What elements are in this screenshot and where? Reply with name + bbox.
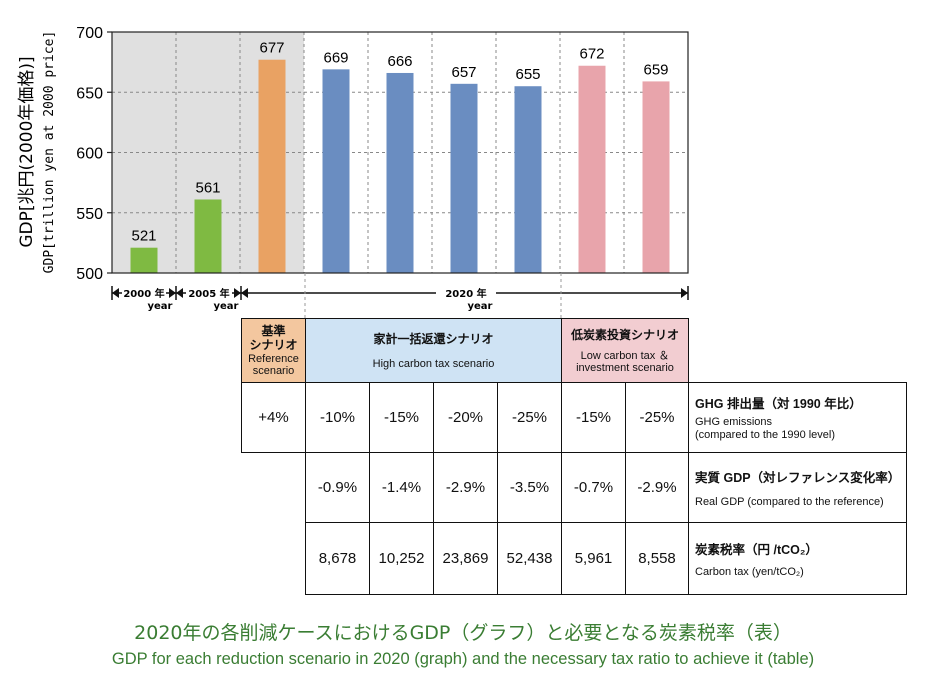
bar-value-label: 561 — [195, 179, 220, 196]
bar-low1 — [578, 65, 606, 274]
x-label-2000: 2000 年 — [123, 287, 164, 300]
gdp-cell: -2.9% — [433, 452, 498, 523]
row-label-tax: 炭素税率（円 /tCO₂） Carbon tax (yen/tCO₂) — [688, 522, 907, 595]
x-axis-period-2020: 2020 年 year — [240, 285, 689, 312]
x-label-2005-en: year — [214, 301, 239, 312]
header-high-jp: 家計一括返還シナリオ — [373, 331, 494, 346]
ghg-cell: -10% — [305, 382, 370, 453]
table-header-row: 基準 シナリオ Reference scenario 家計一括返還シナリオ Hi… — [241, 318, 907, 383]
header-low-jp: 低炭素投資シナリオ — [570, 327, 679, 342]
caption-en: GDP for each reduction scenario in 2020 … — [111, 650, 815, 668]
bar-2000 — [130, 247, 158, 273]
tax-cell: 23,869 — [433, 522, 498, 595]
header-high-carbon: 家計一括返還シナリオ High carbon tax scenario — [305, 318, 562, 383]
gdp-cell: -3.5% — [497, 452, 562, 523]
bar-high4 — [514, 86, 542, 273]
header-reference-en: Reference scenario — [248, 353, 299, 377]
row-label-tax-en: Carbon tax (yen/tCO₂) — [695, 565, 804, 578]
x-label-2000-en: year — [148, 301, 173, 312]
x-label-2005: 2005 年 — [188, 287, 229, 300]
header-blank — [689, 319, 907, 383]
table-row: 8,678 10,252 23,869 52,438 5,961 8,558 炭… — [242, 522, 907, 595]
ghg-cell: -25% — [625, 382, 689, 453]
chart-data-labels: 521 561 677 669 666 657 655 672 659 — [131, 40, 668, 245]
gdp-cell: -2.9% — [625, 452, 689, 523]
y-tick-label: 650 — [76, 85, 103, 102]
scenario-table-wrapper: 基準 シナリオ Reference scenario 家計一括返還シナリオ Hi… — [241, 318, 907, 595]
table-row: +4% -10% -15% -20% -25% -15% -25% GHG 排出… — [241, 382, 907, 453]
y-tick-label: 600 — [76, 146, 103, 163]
y-axis-title-en: GDP[trillion yen at 2000 price] — [42, 31, 57, 274]
row-label-tax-jp: 炭素税率（円 /tCO₂） — [695, 542, 818, 557]
bar-value-label: 657 — [451, 64, 476, 81]
row-label-ghg: GHG 排出量（対 1990 年比） GHG emissions (compar… — [688, 382, 907, 453]
x-label-2020-en: year — [468, 301, 493, 312]
caption-jp: 2020年の各削減ケースにおけるGDP（グラフ）と必要となる炭素税率（表） — [134, 622, 792, 644]
x-axis-period-2005: 2005 年 year — [175, 285, 241, 312]
bar-high3 — [450, 83, 478, 273]
row-label-gdp-jp: 実質 GDP（対レファレンス変化率） — [695, 470, 901, 485]
row-label-ghg-jp: GHG 排出量（対 1990 年比） — [695, 397, 862, 411]
tax-cell: 5,961 — [561, 522, 626, 595]
table-row: -0.9% -1.4% -2.9% -3.5% -0.7% -2.9% 実質 G… — [242, 452, 907, 523]
bar-value-label: 669 — [323, 49, 348, 66]
row-label-gdp: 実質 GDP（対レファレンス変化率） Real GDP (compared to… — [688, 452, 907, 523]
tax-cell: 8,558 — [625, 522, 689, 595]
y-tick-label: 550 — [76, 206, 103, 223]
header-reference: 基準 シナリオ Reference scenario — [241, 318, 306, 383]
gdp-blank-cell — [242, 453, 306, 523]
bar-2005 — [194, 199, 222, 273]
tax-cell: 8,678 — [305, 522, 370, 595]
gdp-cell: -1.4% — [369, 452, 434, 523]
gdp-cell: -0.9% — [305, 452, 370, 523]
header-low-en: Low carbon tax ＆ investment scenario — [576, 349, 674, 374]
x-label-2020: 2020 年 — [445, 287, 486, 300]
x-axis-period-2000: 2000 年 year — [111, 285, 176, 312]
tax-cell: 10,252 — [369, 522, 434, 595]
bar-value-label: 659 — [643, 61, 668, 78]
tax-blank-cell — [242, 523, 306, 595]
header-reference-jp: 基準 シナリオ — [249, 324, 298, 352]
gdp-bar-chart: 521 561 677 669 666 657 655 672 659 500 550 600 650… — [17, 25, 689, 318]
ghg-cell: +4% — [241, 382, 306, 453]
bar-reference — [258, 59, 286, 274]
gdp-cell: -0.7% — [561, 452, 626, 523]
y-tick-label: 700 — [76, 25, 103, 42]
header-high-en: High carbon tax scenario — [372, 357, 495, 370]
bar-high1 — [322, 69, 350, 273]
tax-cell: 52,438 — [497, 522, 562, 595]
bar-value-label: 666 — [387, 53, 412, 70]
chart-bars — [130, 59, 670, 274]
ghg-cell: -20% — [433, 382, 498, 453]
row-label-ghg-en: GHG emissions (compared to the 1990 leve… — [695, 416, 836, 441]
ghg-cell: -15% — [369, 382, 434, 453]
bar-low2 — [642, 81, 670, 273]
header-low-carbon: 低炭素投資シナリオ Low carbon tax ＆ investment sc… — [561, 318, 689, 383]
plot-frame — [111, 31, 689, 274]
bar-value-label: 521 — [131, 228, 156, 245]
ghg-cell: -25% — [497, 382, 562, 453]
y-axis-title-jp: GDP[兆円(2000年価格)] — [17, 56, 37, 247]
bar-value-label: 672 — [579, 46, 604, 63]
y-axis-ticks: 500 550 600 650 700 — [76, 25, 112, 283]
row-label-gdp-en: Real GDP (compared to the reference) — [695, 495, 884, 508]
scenario-table: 基準 シナリオ Reference scenario 家計一括返還シナリオ Hi… — [241, 318, 907, 595]
bar-high2 — [386, 72, 414, 273]
bar-value-label: 655 — [515, 66, 540, 83]
y-tick-label: 500 — [76, 266, 103, 283]
ghg-cell: -15% — [561, 382, 626, 453]
bar-value-label: 677 — [259, 40, 284, 57]
